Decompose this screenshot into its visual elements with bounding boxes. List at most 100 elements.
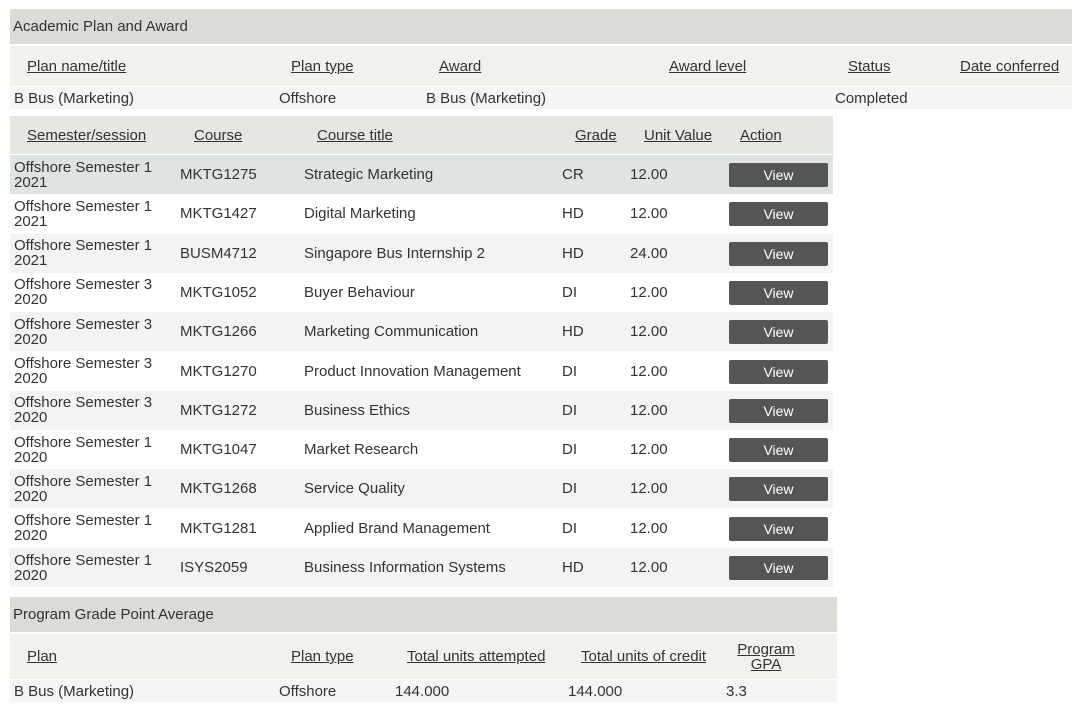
cell: Business Ethics (304, 401, 410, 419)
cell: Offshore Semester 3 2020 (14, 355, 153, 387)
cell: MKTG1281 (180, 519, 257, 537)
column-header[interactable]: Grade (575, 126, 617, 144)
header-row (10, 116, 833, 154)
table-row (10, 548, 833, 587)
cell: Offshore Semester 1 2021 (14, 158, 153, 191)
cell: 12.00 (630, 283, 668, 301)
cell: MKTG1427 (180, 205, 257, 223)
view-button[interactable]: View (729, 477, 828, 502)
column-header[interactable]: Date conferred (960, 57, 1060, 75)
cell: Offshore Semester 1 2020 (14, 433, 153, 466)
view-button[interactable]: View (729, 320, 828, 345)
column-header[interactable]: Total units of credit (581, 648, 707, 665)
view-button[interactable]: View (729, 359, 828, 384)
cell: Offshore (279, 89, 337, 107)
column-header[interactable]: Plan name/title (27, 57, 127, 75)
view-button[interactable]: View (729, 556, 828, 580)
table-row (10, 272, 833, 312)
cell: MKTG1275 (180, 166, 257, 183)
cell: Market Research (304, 441, 419, 459)
cell: Strategic Marketing (304, 166, 434, 183)
table-row (10, 194, 833, 234)
table-row (10, 430, 833, 470)
section-bar (10, 9, 1072, 44)
view-button[interactable]: View (729, 398, 828, 423)
cell: MKTG1266 (180, 323, 257, 341)
cell: DI (562, 401, 577, 419)
column-header[interactable]: Action (740, 126, 782, 144)
cell: DI (562, 519, 577, 537)
cell: Buyer Behaviour (304, 283, 415, 301)
cell: Marketing Communication (304, 323, 479, 341)
column-header[interactable]: Total units attempted (407, 648, 546, 665)
cell: Offshore Semester 3 2020 (14, 394, 153, 427)
column-header[interactable]: Plan type (291, 648, 354, 665)
cell: Service Quality (304, 480, 405, 498)
cell: Business Information Systems (304, 559, 506, 576)
view-button[interactable]: View (729, 438, 828, 463)
cell: 12.00 (630, 559, 668, 576)
cell: BUSM4712 (180, 244, 257, 262)
cell: 144.000 (395, 682, 450, 700)
column-header[interactable]: Course (194, 126, 243, 144)
view-button[interactable]: View (729, 516, 828, 541)
data-row (10, 680, 837, 702)
column-header[interactable]: Plan type (291, 57, 354, 75)
cell: 144.000 (568, 682, 623, 700)
cell: 12.00 (630, 441, 668, 459)
cell: Offshore (279, 682, 337, 700)
cell: B Bus (Marketing) (14, 89, 135, 107)
cell: 12.00 (630, 480, 668, 498)
column-header[interactable]: Status (848, 57, 891, 75)
table-row (10, 469, 833, 509)
cell: MKTG1268 (180, 480, 257, 498)
cell: DI (562, 441, 577, 459)
view-button[interactable]: View (729, 241, 828, 266)
cell: Product Innovation Management (304, 362, 521, 380)
cell: Offshore Semester 1 2020 (14, 472, 153, 505)
column-header[interactable]: Unit Value (644, 126, 713, 144)
column-header[interactable]: Course title (317, 126, 393, 144)
header-row (10, 46, 1072, 86)
cell: Completed (835, 89, 908, 107)
column-header[interactable]: Semester/session (27, 126, 147, 144)
table-row (10, 390, 833, 430)
cell: Offshore Semester 1 2021 (14, 237, 153, 270)
cell: Applied Brand Management (304, 519, 490, 537)
cell: 12.00 (630, 401, 668, 419)
table-row (10, 233, 833, 273)
cell: HD (562, 323, 584, 341)
cell: HD (562, 559, 584, 576)
cell: 3.3 (726, 682, 747, 700)
cell: Offshore Semester 3 2020 (14, 276, 153, 309)
cell: Offshore Semester 3 2020 (14, 315, 153, 348)
column-header[interactable]: Award (439, 57, 482, 75)
view-button[interactable]: View (729, 202, 828, 227)
table-row (10, 508, 833, 548)
cell: MKTG1047 (180, 441, 257, 459)
view-button[interactable]: View (729, 163, 828, 187)
column-header[interactable]: Program GPA (737, 640, 795, 673)
cell: DI (562, 283, 577, 301)
section-bar (10, 597, 837, 632)
column-header[interactable]: Plan (27, 648, 58, 665)
cell: DI (562, 480, 577, 498)
cell: MKTG1270 (180, 362, 257, 380)
cell: Digital Marketing (304, 205, 416, 223)
cell: HD (562, 244, 584, 262)
view-button[interactable]: View (729, 280, 828, 305)
cell: Offshore Semester 1 2020 (14, 551, 153, 584)
table-row (10, 351, 833, 391)
cell: 12.00 (630, 166, 668, 183)
cell: Singapore Bus Internship 2 (304, 244, 485, 262)
section-title: Program Grade Point Average (13, 606, 214, 623)
cell: ISYS2059 (180, 559, 248, 576)
column-header[interactable]: Award level (669, 57, 747, 75)
cell: 24.00 (630, 244, 668, 262)
cell: 12.00 (630, 323, 668, 341)
cell: HD (562, 205, 584, 223)
cell: MKTG1052 (180, 283, 257, 301)
cell: Offshore Semester 1 2021 (14, 197, 153, 230)
cell: B Bus (Marketing) (426, 89, 547, 107)
cell: 12.00 (630, 519, 668, 537)
